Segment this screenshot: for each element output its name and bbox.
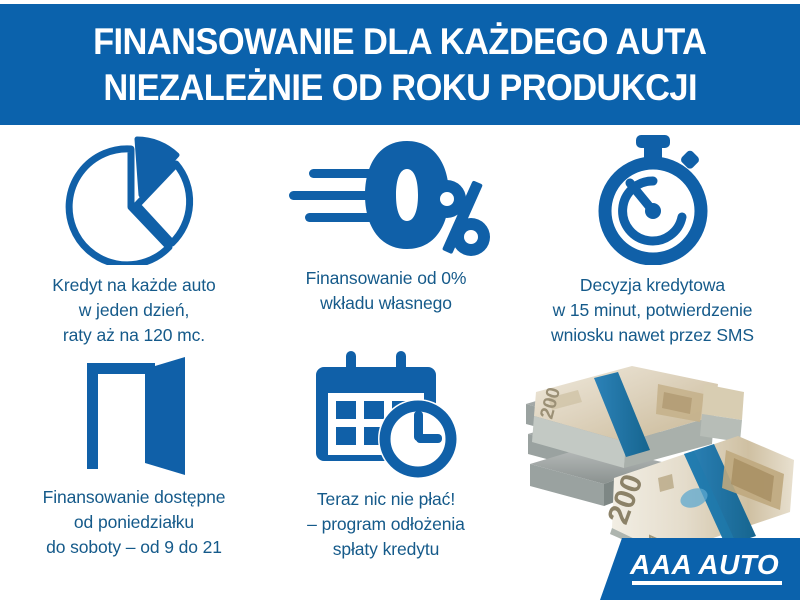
feature-item-fast-decision: Decyzja kredytowa w 15 minut, potwierdze… (505, 133, 800, 348)
caption-line: Kredyt na każde auto (52, 275, 216, 295)
calendar-clock-icon (310, 349, 462, 479)
caption-line: w 15 minut, potwierdzenie (552, 299, 753, 320)
logo-parallelogram (600, 538, 800, 600)
caption-line: raty aż na 120 mc. (62, 324, 206, 345)
feature-caption: Decyzja kredytowa w 15 minut, potwierdze… (551, 273, 754, 348)
feature-item-opening-hours: Finansowanie dostępne od poniedziałku do… (0, 355, 268, 560)
pie-chart-icon (59, 133, 209, 265)
caption-line: w jeden dzień, (78, 299, 190, 320)
feature-caption: Finansowanie od 0% wkładu własnego (306, 266, 467, 316)
headline-line-2: NIEZALEŻNIE OD ROKU PRODUKCJI (103, 66, 697, 108)
zero-percent-icon (281, 133, 491, 258)
caption-line: – program odłożenia (307, 513, 465, 534)
caption-line: wkładu własnego (320, 292, 452, 313)
headline-line-1: FINANSOWANIE DLA KAŻDEGO AUTA (93, 21, 707, 63)
caption-line: Decyzja kredytowa (579, 275, 726, 295)
logo-text: AAA AUTO (630, 549, 780, 580)
banknote-stacks-photo: 200 200 (508, 358, 800, 558)
feature-caption: Teraz nic nie płać! – program odłożenia … (307, 487, 465, 562)
caption-line: Teraz nic nie płać! (316, 489, 456, 509)
stopwatch-icon (583, 133, 723, 265)
feature-item-credit-any-car: Kredyt na każde auto w jeden dzień, raty… (0, 133, 268, 348)
caption-line: spłaty kredytu (332, 538, 440, 559)
caption-line: do soboty – od 9 do 21 (46, 536, 222, 557)
caption-line: wniosku nawet przez SMS (551, 324, 754, 345)
feature-caption: Kredyt na każde auto w jeden dzień, raty… (52, 273, 215, 348)
open-door-icon (59, 355, 209, 477)
aaa-auto-logo[interactable]: AAA AUTO (600, 538, 800, 600)
feature-item-deferred-payment: Teraz nic nie płać! – program odłożenia … (262, 349, 510, 562)
feature-item-zero-down-payment: Finansowanie od 0% wkładu własnego (262, 133, 510, 316)
caption-line: od poniedziałku (73, 511, 195, 532)
caption-line: Finansowanie dostępne (42, 487, 226, 507)
feature-caption: Finansowanie dostępne od poniedziałku do… (43, 485, 226, 560)
banner-header: FINANSOWANIE DLA KAŻDEGO AUTA NIEZALEŻNI… (0, 4, 800, 125)
feature-grid: Kredyt na każde auto w jeden dzień, raty… (0, 125, 800, 600)
caption-line: Finansowanie od 0% (305, 268, 467, 288)
logo-underline (632, 581, 782, 585)
